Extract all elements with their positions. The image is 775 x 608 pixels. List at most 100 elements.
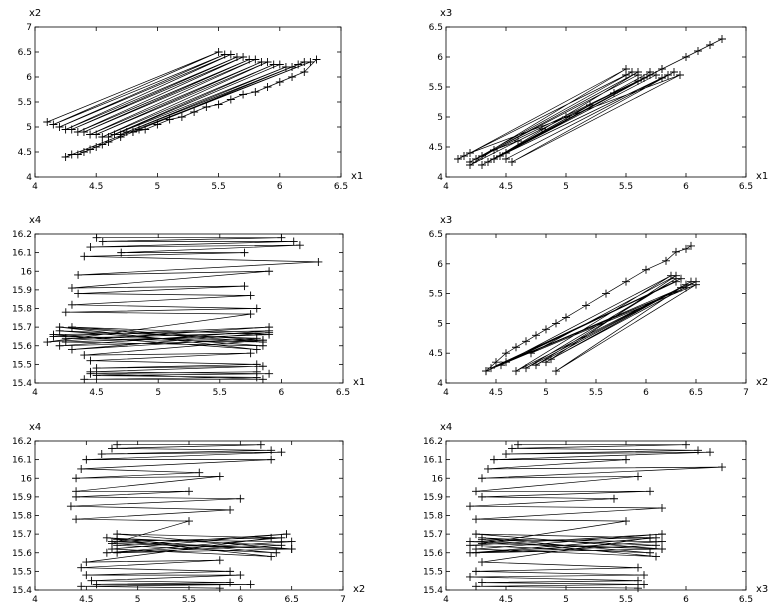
y-tick-label: 4 (437, 379, 443, 389)
data-point-marker (508, 444, 516, 452)
data-point-marker (466, 538, 474, 546)
data-point-marker (277, 234, 285, 242)
data-point-marker (259, 336, 267, 344)
data-point-marker (718, 35, 726, 43)
y-tick-label: 16.2 (423, 437, 443, 447)
y-tick-label: 15.7 (12, 323, 32, 333)
data-point-marker (634, 564, 642, 572)
x-tick-label: 6 (279, 388, 285, 398)
y-tick-label: 15.9 (12, 493, 32, 503)
series-line (47, 52, 316, 157)
data-point-marker (622, 517, 630, 525)
data-point-marker (288, 73, 296, 81)
data-point-marker (542, 325, 550, 333)
data-point-marker (634, 577, 642, 585)
y-tick-label: 15.5 (423, 567, 443, 577)
data-point-marker (77, 564, 85, 572)
y-tick-label: 15.6 (423, 549, 443, 559)
y-tick-label: 5 (437, 113, 443, 123)
data-point-marker (314, 258, 322, 266)
data-point-marker (512, 367, 520, 375)
data-point-marker (82, 456, 90, 464)
data-point-marker (552, 319, 560, 327)
data-point-marker (93, 372, 101, 380)
data-point-marker (43, 338, 51, 346)
data-point-marker (466, 502, 474, 510)
data-point-marker (532, 331, 540, 339)
data-point-marker (718, 463, 726, 471)
x-tick-label: 5.5 (211, 182, 225, 192)
data-point-marker (522, 364, 530, 372)
x-axis-label: x2 (756, 377, 768, 388)
data-point-marker (694, 446, 702, 454)
data-point-marker (93, 364, 101, 372)
y-tick-label: 15.4 (423, 586, 443, 596)
x-tick-label: 5.5 (619, 595, 633, 605)
x-tick-label: 4.5 (499, 182, 513, 192)
data-point-marker (490, 456, 498, 464)
data-point-marker (86, 243, 94, 251)
y-tick-label: 6 (26, 73, 32, 83)
x-tick-label: 5 (563, 182, 569, 192)
x-tick-label: 4 (32, 595, 38, 605)
x-tick-label: 5.5 (619, 182, 633, 192)
y-axis-label: x3 (440, 8, 452, 19)
data-point-marker (706, 448, 714, 456)
data-point-marker (247, 310, 255, 318)
x-tick-label: 7 (743, 388, 749, 398)
x-axis-label: x3 (756, 584, 768, 595)
data-point-marker (87, 577, 95, 585)
x-tick-label: 5.5 (589, 388, 603, 398)
x-tick-label: 6 (683, 595, 689, 605)
series-line (47, 238, 318, 380)
y-tick-label: 6 (437, 260, 443, 270)
data-point-marker (77, 582, 85, 590)
x-tick-label: 6.5 (334, 182, 348, 192)
data-point-marker (472, 582, 480, 590)
data-point-marker (185, 517, 193, 525)
chart-panel-1: 4 4.5 5 5.5 6 6.544.555.566.57x1x2 (18, 8, 364, 192)
data-point-marker (682, 53, 690, 61)
data-point-marker (642, 266, 650, 274)
series-line (470, 445, 722, 588)
data-point-marker (77, 465, 85, 473)
data-point-marker (472, 530, 480, 538)
data-point-marker (276, 78, 284, 86)
y-tick-label: 16 (21, 474, 33, 484)
data-point-marker (478, 474, 486, 482)
x-axis-label: x1 (756, 171, 768, 182)
x-tick-label: 5.5 (213, 388, 227, 398)
data-point-marker (80, 351, 88, 359)
chart-panel-6: 4 4.5 5 5.5 6 6.515.415.515.615.715.815.91616… (423, 422, 768, 605)
data-point-marker (259, 375, 267, 383)
x-axis-label: x1 (351, 171, 363, 182)
data-point-marker (226, 579, 234, 587)
data-point-marker (640, 571, 648, 579)
data-point-marker (514, 441, 522, 449)
y-axis-label: x3 (440, 215, 452, 226)
data-point-marker (622, 278, 630, 286)
data-point-marker (251, 88, 259, 96)
data-point-marker (98, 450, 106, 458)
data-point-marker (141, 126, 149, 134)
data-point-marker (247, 349, 255, 357)
y-tick-label: 15.6 (12, 549, 32, 559)
data-point-marker (288, 545, 296, 553)
x-tick-label: 5 (155, 182, 161, 192)
data-point-marker (56, 342, 64, 350)
y-tick-label: 4.5 (18, 148, 32, 158)
plot-frame (446, 441, 746, 590)
data-point-marker (706, 41, 714, 49)
data-point-marker (634, 584, 642, 592)
data-point-marker (646, 487, 654, 495)
chart-panel-4: 4 4.5 5 5.5 6 6.5 744.555.566.5x2x3 (429, 215, 769, 398)
data-point-marker (658, 545, 666, 553)
data-point-marker (82, 558, 90, 566)
y-tick-label: 4 (26, 173, 32, 183)
data-point-marker (49, 331, 57, 339)
y-tick-label: 15.8 (12, 512, 32, 522)
y-axis-label: x4 (440, 422, 452, 433)
y-axis-label: x4 (29, 422, 41, 433)
y-tick-label: 5 (437, 319, 443, 329)
data-point-marker (93, 234, 101, 242)
